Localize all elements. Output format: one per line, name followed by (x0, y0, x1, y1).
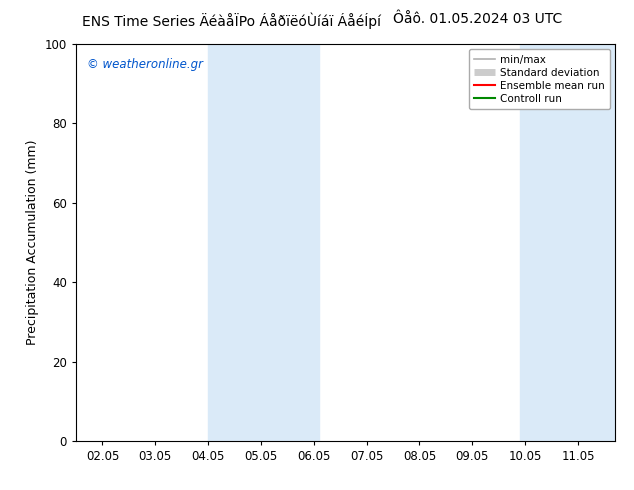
Text: © weatheronline.gr: © weatheronline.gr (87, 58, 203, 71)
Bar (208, 44, 319, 441)
Text: ENS Time Series ÄéàåÏPo ÁåðïëóÙíáï ÁåéÍpí: ENS Time Series ÄéàåÏPo ÁåðïëóÙíáï ÁåéÍp… (82, 12, 382, 29)
Text: Ôåô. 01.05.2024 03 UTC: Ôåô. 01.05.2024 03 UTC (393, 12, 562, 26)
Y-axis label: Precipitation Accumulation (mm): Precipitation Accumulation (mm) (26, 140, 39, 345)
Legend: min/max, Standard deviation, Ensemble mean run, Controll run: min/max, Standard deviation, Ensemble me… (469, 49, 610, 109)
Bar (520, 44, 615, 441)
